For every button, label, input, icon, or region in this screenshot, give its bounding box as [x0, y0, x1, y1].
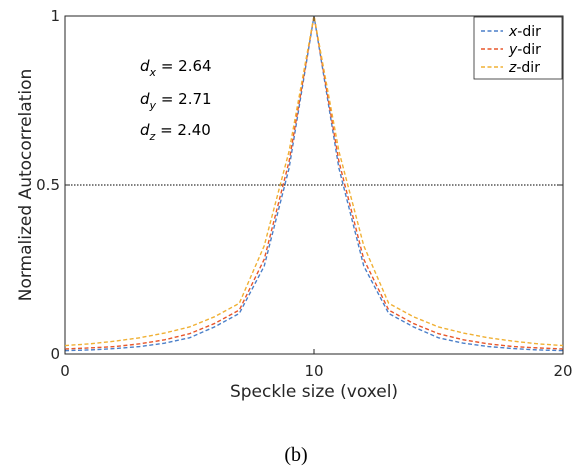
legend-label-z-dir: z-dir	[508, 60, 540, 76]
figure-caption: (b)	[284, 444, 307, 466]
legend-var-z: z	[508, 60, 517, 76]
annotation-dy-symbol: d	[140, 90, 150, 108]
annotation-dx-subscript: x	[149, 66, 157, 79]
legend-var-x: x	[508, 24, 518, 40]
legend-suffix-z: -dir	[516, 60, 540, 76]
tick-layer	[64, 15, 564, 355]
legend-label-y-dir: y-dir	[508, 42, 541, 58]
annotation-dx: dx = 2.64	[140, 57, 212, 79]
x-axis-title: Speckle size (voxel)	[230, 382, 398, 402]
y-tick-label-0-5: 0.5	[36, 176, 60, 194]
annotation-dx-value: = 2.64	[156, 57, 212, 75]
legend-label-x-dir: x-dir	[508, 24, 541, 40]
legend-var-y: y	[508, 42, 518, 58]
annotation-dy: dy = 2.71	[140, 90, 212, 112]
legend: x-dir y-dir z-dir	[473, 16, 563, 80]
correlation-length-annotations: dx = 2.64 dy = 2.71 dz = 2.40	[140, 57, 212, 143]
annotation-dz-symbol: d	[140, 121, 150, 139]
legend-suffix-y: -dir	[517, 42, 541, 58]
annotation-dz-subscript: z	[149, 130, 156, 143]
y-tick-label-0: 0	[50, 345, 60, 363]
annotation-dy-subscript: y	[149, 99, 157, 112]
annotation-dz-value: = 2.40	[155, 121, 211, 139]
annotation-dz: dz = 2.40	[140, 121, 211, 143]
legend-suffix-x: -dir	[517, 24, 541, 40]
x-tick-label-20: 20	[553, 362, 572, 380]
y-axis-title: Normalized Autocorrelation	[16, 69, 36, 302]
annotation-dx-symbol: d	[140, 57, 150, 75]
y-tick-label-1: 1	[50, 7, 60, 25]
legend-box	[473, 16, 563, 80]
annotation-dy-value: = 2.71	[156, 90, 212, 108]
x-tick-label-0: 0	[60, 362, 70, 380]
series-line-z-dir	[64, 15, 564, 347]
x-tick-label-10: 10	[304, 362, 323, 380]
